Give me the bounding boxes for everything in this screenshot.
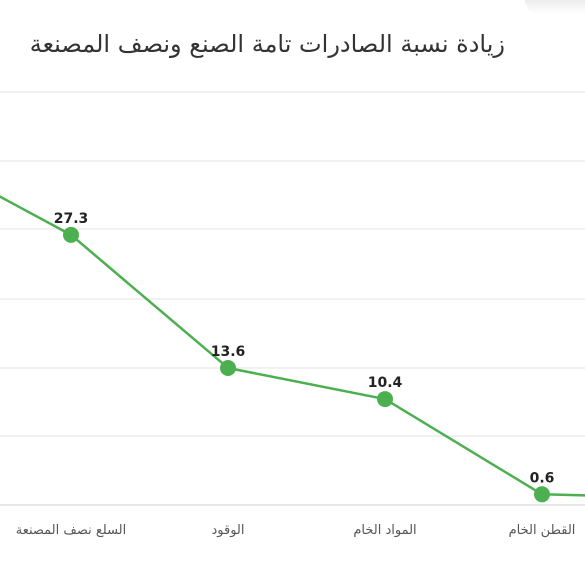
card-edge-shadow xyxy=(525,0,585,14)
data-point-2[interactable] xyxy=(220,359,236,376)
chart-title: زيادة نسبة الصادرات تامة الصنع ونصف المص… xyxy=(29,30,505,58)
data-points xyxy=(63,226,550,503)
x-axis-tick-labels: السلع نصف المصنعة الوقود المواد الخام القطن… xyxy=(16,523,576,538)
data-point-1[interactable] xyxy=(63,226,79,243)
data-label-3: 10.4 xyxy=(368,375,403,391)
series-line xyxy=(0,195,585,497)
data-point-4[interactable] xyxy=(534,486,550,503)
x-tick-label-3: المواد الخام xyxy=(353,523,416,538)
grid-lines xyxy=(0,91,585,506)
x-tick-label-4: القطن الخام xyxy=(509,523,576,538)
data-label-4: 0.6 xyxy=(530,470,555,486)
data-label-2: 13.6 xyxy=(211,344,246,360)
data-point-3[interactable] xyxy=(377,391,393,408)
data-label-1: 27.3 xyxy=(54,211,89,227)
data-labels: 27.3 13.6 10.4 0.6 xyxy=(54,211,555,486)
x-tick-label-2: الوقود xyxy=(211,523,244,538)
series-polyline xyxy=(0,195,585,497)
x-tick-label-1: السلع نصف المصنعة xyxy=(16,523,127,538)
